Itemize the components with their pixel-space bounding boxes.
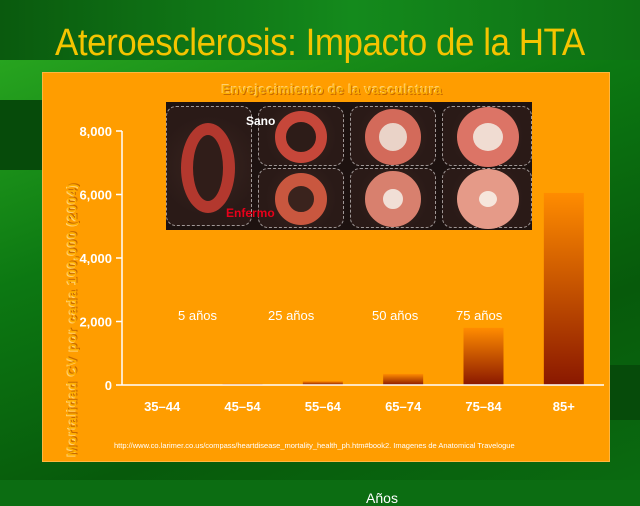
background-accent-left xyxy=(0,100,42,170)
vessel-cell-diseased-25 xyxy=(258,168,344,228)
vessel-ring xyxy=(365,171,421,227)
vessel-cell-diseased-75 xyxy=(442,168,532,229)
bar-chart: 35–44 45–54 55–64 65–74 75–84 85+ 0 2,000 4,000 6… xyxy=(79,124,604,414)
slide-title: Ateroesclerosis: Impacto de la HTA xyxy=(55,22,585,64)
vessel-cell-healthy-50 xyxy=(350,106,436,166)
label-healthy: Sano xyxy=(246,114,276,128)
x-tick-label: 85+ xyxy=(553,399,575,414)
chart-panel: Envejecimiento de la vasculatura Mortali… xyxy=(42,72,610,506)
background-accent-right xyxy=(608,365,640,420)
vessel-ring xyxy=(181,123,235,213)
x-tick-label: 65–74 xyxy=(385,399,422,414)
vessel-ring xyxy=(457,169,519,229)
x-tick-label: 55–64 xyxy=(305,399,342,414)
bar-85+ xyxy=(543,192,584,385)
vessel-cell-healthy-25 xyxy=(258,106,344,166)
vessel-aging-image: Sano Enfermo xyxy=(166,102,532,230)
age-label-5: 5 años xyxy=(178,308,218,323)
bar-65–74 xyxy=(383,373,424,385)
y-tick-label: 8,000 xyxy=(79,124,112,139)
vessel-cell-healthy-75 xyxy=(442,106,532,167)
background-top-band xyxy=(0,0,640,70)
vessel-ring xyxy=(275,173,327,225)
label-diseased: Enfermo xyxy=(226,206,275,220)
age-label-50: 50 años xyxy=(372,308,419,323)
bar-55–64 xyxy=(302,381,343,385)
bar-75–84 xyxy=(463,327,504,385)
y-tick-label: 0 xyxy=(105,378,112,393)
x-tick-label: 75–84 xyxy=(465,399,502,414)
vessel-cell-healthy-5 xyxy=(166,106,252,226)
age-label-25: 25 años xyxy=(268,308,315,323)
vessel-ring xyxy=(275,111,327,163)
vessel-cell-diseased-50 xyxy=(350,168,436,228)
vessel-ring xyxy=(457,107,519,167)
age-label-75: 75 años xyxy=(456,308,503,323)
y-tick-label: 4,000 xyxy=(79,251,112,266)
x-tick-label: 35–44 xyxy=(144,399,181,414)
x-tick-label: 45–54 xyxy=(224,399,261,414)
x-axis-label: Años xyxy=(366,490,398,506)
source-citation: http://www.co.larimer.co.us/compass/hear… xyxy=(114,441,515,450)
chart-title: Envejecimiento de la vasculatura xyxy=(221,82,443,97)
y-tick-label: 2,000 xyxy=(79,315,112,330)
y-tick-label: 6,000 xyxy=(79,188,112,203)
vessel-ring xyxy=(365,109,421,165)
